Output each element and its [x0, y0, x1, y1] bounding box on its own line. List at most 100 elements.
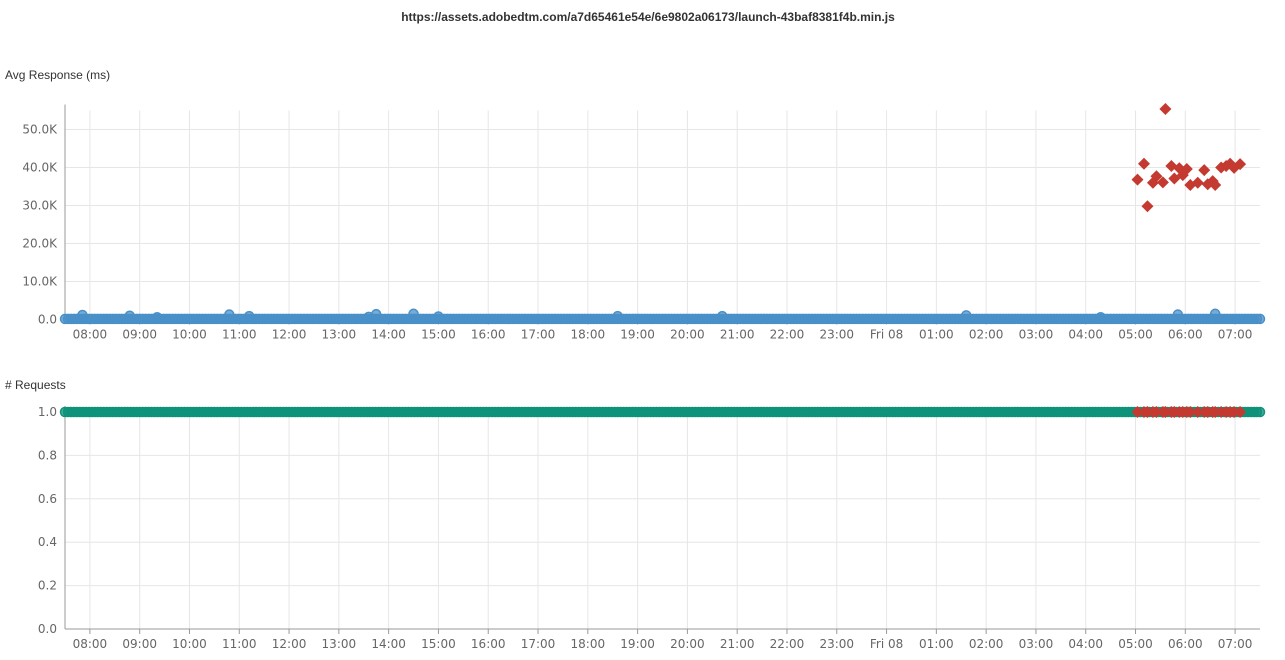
requests-xtick-label: 03:00: [1019, 637, 1054, 651]
response-error-point: [1234, 158, 1247, 171]
requests-chart-ylabel: # Requests: [5, 378, 66, 392]
response-error-point: [1141, 200, 1154, 213]
response-xtick-label: 19:00: [620, 328, 655, 342]
requests-xtick-label: 16:00: [471, 637, 506, 651]
response-point: [1209, 308, 1221, 320]
response-error-point: [1156, 176, 1169, 189]
response-xtick-label: 23:00: [819, 328, 854, 342]
requests-xtick-label: 17:00: [521, 637, 556, 651]
requests-chart: 0.0 0.2 0.4 0.6 0.8 1.0 08:00 09:00 10:00 11:00 12…: [38, 405, 1266, 651]
response-xtick-label: 01:00: [919, 328, 954, 342]
response-xtick-label: 09:00: [122, 328, 157, 342]
requests-xtick-label: 06:00: [1168, 637, 1203, 651]
requests-xtick-label: 01:00: [919, 637, 954, 651]
requests-point: [1254, 406, 1266, 418]
requests-xtick-label: 13:00: [322, 637, 357, 651]
response-ytick-label: 10.0K: [22, 275, 58, 289]
response-error-point: [1137, 157, 1150, 170]
response-point: [124, 310, 135, 321]
requests-xtick-label: 21:00: [720, 637, 755, 651]
response-point: [717, 310, 728, 322]
response-xtick-label: 14:00: [371, 328, 406, 342]
response-error-point: [1168, 172, 1181, 185]
response-ytick-label: 20.0K: [22, 237, 58, 251]
requests-xtick-label: 22:00: [770, 637, 805, 651]
requests-ytick-label: 0.4: [38, 535, 57, 549]
requests-xtick-label: 05:00: [1118, 637, 1153, 651]
response-ytick-label: 0.0: [38, 313, 57, 327]
requests-error-point: [1150, 406, 1163, 418]
requests-ytick-label: 0.6: [38, 492, 57, 506]
requests-xtick-label: 15:00: [421, 637, 456, 651]
requests-xtick-label: 02:00: [969, 637, 1004, 651]
response-point: [960, 310, 972, 321]
requests-xtick-label: Fri 08: [870, 637, 903, 651]
response-error-point: [1209, 178, 1222, 191]
response-xtick-label: 08:00: [73, 328, 108, 342]
requests-xtick-label: 09:00: [122, 637, 157, 651]
response-error-point: [1165, 159, 1178, 172]
requests-xtick-label: 14:00: [371, 637, 406, 651]
response-point: [1254, 313, 1266, 325]
response-xtick-label: 10:00: [172, 328, 207, 342]
requests-xtick-label: 19:00: [620, 637, 655, 651]
response-xtick-label: 05:00: [1118, 328, 1153, 342]
response-xtick-label: 15:00: [421, 328, 456, 342]
response-xtick-label: 18:00: [571, 328, 606, 342]
response-point: [243, 310, 255, 322]
response-xtick-label: 22:00: [770, 328, 805, 342]
response-point: [408, 308, 419, 320]
requests-xtick-label: 08:00: [73, 637, 108, 651]
response-error-point: [1173, 162, 1186, 175]
requests-error-point: [1234, 406, 1247, 418]
response-xtick-label: Fri 08: [870, 328, 903, 342]
response-point: [1095, 311, 1106, 323]
response-xtick-label: 11:00: [222, 328, 257, 342]
requests-xtick-label: 20:00: [670, 637, 705, 651]
response-xtick-label: 20:00: [670, 328, 705, 342]
requests-xtick-label: 07:00: [1218, 637, 1253, 651]
requests-ytick-label: 0.8: [38, 448, 57, 462]
response-point: [224, 309, 235, 320]
response-error-point: [1198, 164, 1211, 177]
requests-xtick-label: 04:00: [1068, 637, 1103, 651]
response-xtick-label: 21:00: [720, 328, 755, 342]
requests-error-point: [1131, 406, 1144, 418]
response-point: [433, 311, 444, 322]
response-point: [1172, 309, 1184, 320]
response-point: [612, 310, 623, 322]
avg-response-chart: 0.0 10.0K 20.0K 30.0K 40.0K 50.0K 08:00 09:00 10…: [22, 102, 1266, 342]
response-error-point: [1150, 170, 1163, 183]
requests-ytick-label: 0.2: [38, 579, 57, 593]
response-point: [151, 311, 163, 323]
response-point: [77, 309, 88, 321]
response-point: [370, 308, 382, 320]
response-ytick-label: 40.0K: [22, 161, 58, 175]
response-error-point: [1191, 176, 1204, 189]
response-xtick-label: 07:00: [1218, 328, 1253, 342]
response-xtick-label: 02:00: [969, 328, 1004, 342]
requests-xtick-label: 23:00: [819, 637, 854, 651]
response-xtick-label: 06:00: [1168, 328, 1203, 342]
requests-xtick-label: 11:00: [222, 637, 257, 651]
response-xtick-label: 12:00: [272, 328, 307, 342]
response-chart-ylabel: Avg Response (ms): [5, 68, 111, 82]
requests-xtick-label: 12:00: [272, 637, 307, 651]
response-error-point: [1159, 102, 1172, 115]
page-title: https://assets.adobedtm.com/a7d65461e54e…: [401, 10, 895, 24]
response-xtick-label: 03:00: [1019, 328, 1054, 342]
response-error-point: [1180, 163, 1193, 176]
requests-error-point: [1184, 406, 1197, 418]
requests-ytick-label: 1.0: [38, 405, 57, 419]
requests-xtick-label: 18:00: [571, 637, 606, 651]
requests-ytick-label: 0.0: [38, 622, 57, 636]
response-ytick-label: 50.0K: [22, 123, 58, 137]
response-error-point: [1131, 173, 1144, 186]
requests-error-point: [1191, 406, 1204, 418]
requests-xtick-label: 10:00: [172, 637, 207, 651]
response-xtick-label: 16:00: [471, 328, 506, 342]
response-xtick-label: 04:00: [1068, 328, 1103, 342]
response-xtick-label: 13:00: [322, 328, 357, 342]
response-ytick-label: 30.0K: [22, 199, 58, 213]
